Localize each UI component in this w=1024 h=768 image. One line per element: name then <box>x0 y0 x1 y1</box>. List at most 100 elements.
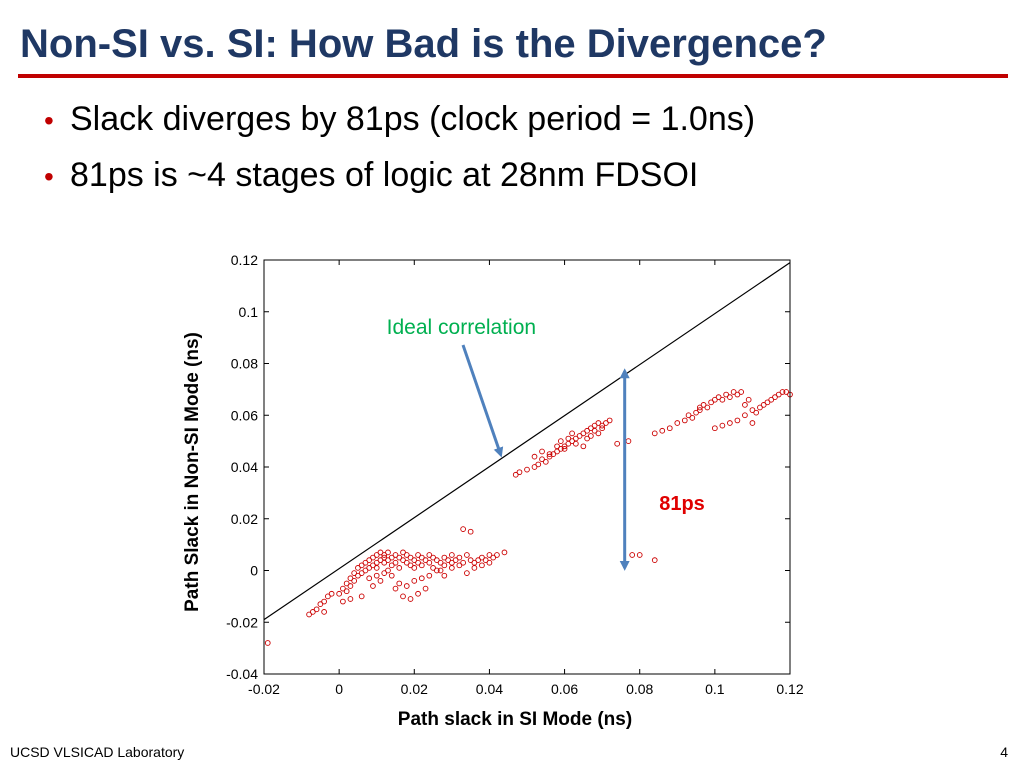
data-point <box>426 572 433 579</box>
bullet-list: • Slack diverges by 81ps (clock period =… <box>44 100 755 212</box>
data-point <box>715 394 722 400</box>
data-point <box>449 552 455 558</box>
y-tick-label: 0.1 <box>239 304 259 320</box>
data-point <box>347 583 354 589</box>
data-point <box>565 435 572 442</box>
data-point <box>411 557 418 564</box>
data-point <box>388 554 395 561</box>
page-number: 4 <box>1000 744 1008 760</box>
data-point <box>584 435 590 442</box>
data-point <box>407 596 414 602</box>
data-point <box>422 557 429 564</box>
data-point <box>745 396 752 403</box>
data-point <box>437 567 444 574</box>
data-point <box>753 409 760 416</box>
data-point <box>764 399 771 406</box>
data-point <box>366 557 373 564</box>
data-point <box>757 404 763 411</box>
data-point <box>403 559 410 566</box>
data-point <box>437 559 444 566</box>
data-point <box>400 549 406 556</box>
data-point <box>321 598 327 605</box>
bullet-item: • 81ps is ~4 stages of logic at 28nm FDS… <box>44 156 755 212</box>
divergence-label: 81ps <box>659 493 705 515</box>
data-point <box>524 466 530 473</box>
x-tick-label: 0.12 <box>776 681 803 697</box>
data-point <box>719 422 726 429</box>
data-point <box>370 562 376 569</box>
data-point <box>441 562 448 569</box>
data-point <box>336 590 342 597</box>
data-point <box>651 430 658 437</box>
y-tick-label: 0.02 <box>231 511 258 527</box>
data-point <box>351 577 358 584</box>
y-tick-label: 0.08 <box>231 356 258 372</box>
x-tick-label: 0 <box>335 681 343 697</box>
data-point <box>400 593 406 600</box>
data-point <box>370 583 376 589</box>
data-point <box>388 572 395 579</box>
data-point <box>512 471 519 478</box>
data-point <box>734 417 741 424</box>
y-tick-label: -0.02 <box>226 614 258 630</box>
data-point <box>546 453 553 460</box>
data-point <box>557 446 564 452</box>
data-point <box>381 570 388 576</box>
data-point <box>464 552 470 558</box>
data-point <box>696 404 703 411</box>
data-point <box>366 575 373 582</box>
data-point <box>723 391 729 398</box>
data-point <box>486 559 493 566</box>
data-point <box>779 389 786 395</box>
data-point <box>309 609 316 615</box>
data-point <box>595 430 602 437</box>
footer-lab-name: UCSD VLSICAD Laboratory <box>10 744 185 760</box>
data-point <box>501 549 508 556</box>
data-point <box>377 549 384 556</box>
data-point <box>355 572 361 579</box>
y-tick-label: 0.04 <box>231 459 258 475</box>
x-tick-label: -0.02 <box>248 681 280 697</box>
data-point <box>445 557 451 564</box>
axes-layer: -0.02 0 0.02 0.04 0.06 0.08 0.1 0.12-0.04-0.020… <box>226 252 804 697</box>
data-point <box>355 565 361 571</box>
data-point <box>449 565 455 571</box>
data-point <box>317 601 324 607</box>
data-point <box>396 580 403 587</box>
data-point <box>539 456 545 463</box>
data-point <box>385 557 391 564</box>
data-point <box>422 585 429 592</box>
x-tick-label: 0.06 <box>551 681 578 697</box>
data-point <box>403 583 410 589</box>
data-point <box>588 433 594 439</box>
data-point <box>452 557 459 564</box>
data-point <box>403 552 410 558</box>
data-point <box>486 552 493 558</box>
data-point <box>313 606 320 613</box>
data-point <box>712 396 718 403</box>
data-point <box>456 554 463 561</box>
data-point <box>738 389 745 395</box>
data-point <box>659 427 666 434</box>
data-point <box>407 554 414 561</box>
data-point <box>426 552 433 558</box>
data-point <box>531 464 538 470</box>
data-point <box>580 443 587 450</box>
data-point <box>340 585 346 592</box>
data-point <box>760 402 767 408</box>
data-point <box>415 590 421 597</box>
data-point <box>385 549 391 556</box>
data-point <box>696 407 703 413</box>
data-point <box>742 412 748 419</box>
data-point <box>712 425 718 432</box>
data-point <box>411 565 418 571</box>
data-point <box>749 420 756 426</box>
data-point <box>343 580 350 587</box>
data-point <box>347 596 354 602</box>
data-point <box>464 570 470 576</box>
bullet-item: • Slack diverges by 81ps (clock period =… <box>44 100 755 156</box>
data-point <box>441 554 448 561</box>
data-point <box>693 409 699 416</box>
data-point <box>392 585 399 592</box>
